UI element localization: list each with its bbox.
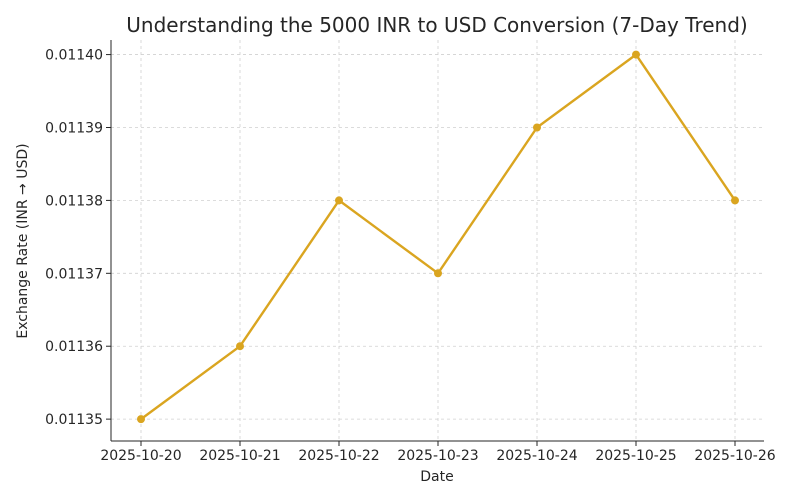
- x-tick-label: 2025-10-21: [199, 448, 280, 464]
- data-point: [137, 415, 145, 424]
- x-tick-label: 2025-10-25: [595, 448, 676, 464]
- x-axis-label: Date: [420, 469, 453, 485]
- y-axis-label: Exchange Rate (INR → USD): [15, 143, 31, 338]
- x-tick-label: 2025-10-22: [298, 448, 379, 464]
- x-tick-label: 2025-10-23: [397, 448, 478, 464]
- y-tick-label: 0.01137: [45, 266, 103, 282]
- data-point: [335, 196, 343, 205]
- x-tick-label: 2025-10-20: [100, 448, 181, 464]
- y-tick-label: 0.01135: [45, 412, 103, 428]
- chart-title: Understanding the 5000 INR to USD Conver…: [126, 13, 747, 37]
- data-point: [236, 342, 244, 351]
- y-tick-label: 0.01136: [45, 339, 103, 355]
- series-layer: [137, 50, 739, 424]
- y-tick-label: 0.01138: [45, 193, 103, 209]
- data-point: [632, 50, 640, 59]
- data-point: [731, 196, 739, 205]
- y-tick-label: 0.01140: [45, 48, 103, 64]
- y-tick-label: 0.01139: [45, 120, 103, 136]
- x-tick-label: 2025-10-26: [694, 448, 775, 464]
- data-point: [533, 123, 541, 132]
- axes: 2025-10-20 2025-10-21 2025-10-22 2025-10-23…: [45, 40, 776, 464]
- data-point: [434, 269, 442, 278]
- x-tick-label: 2025-10-24: [496, 448, 577, 464]
